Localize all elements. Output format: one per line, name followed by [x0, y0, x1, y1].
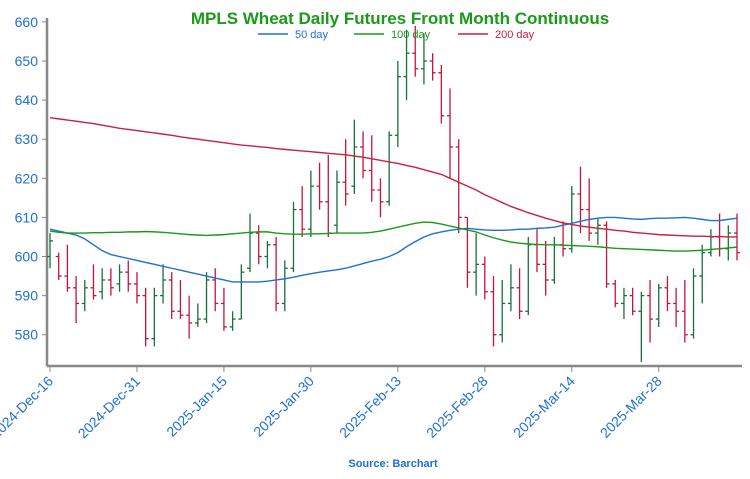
y-tick-label: 610 — [15, 209, 39, 225]
y-tick-label: 640 — [15, 92, 39, 108]
legend-label: 200 day — [495, 29, 535, 41]
moving-average-line — [49, 117, 737, 238]
x-tick-label: 2025-Mar-28 — [597, 373, 665, 441]
y-tick-label: 660 — [15, 14, 39, 30]
source: Source: Barchart — [348, 458, 438, 470]
y-tick-label: 600 — [15, 249, 39, 265]
y-tick-label: 620 — [15, 170, 39, 186]
legend-label: 50 day — [295, 29, 329, 41]
y-tick-label: 580 — [15, 327, 39, 343]
legend-label: 100 day — [391, 29, 431, 41]
x-tick-label: 2024-Dec-31 — [75, 373, 144, 442]
x-tick-label: 2025-Feb-28 — [423, 373, 491, 441]
x-tick-label: 2025-Jan-30 — [250, 373, 317, 440]
x-tick-label: 2025-Jan-15 — [163, 373, 230, 440]
x-tick-label: 2024-Dec-16 — [0, 373, 56, 442]
chart-title: MPLS Wheat Daily Futures Front Month Con… — [191, 9, 609, 28]
y-tick-label: 630 — [15, 131, 39, 147]
moving-average-line — [49, 216, 738, 283]
x-tick-label: 2025-Mar-14 — [510, 373, 578, 441]
y-tick-label: 590 — [15, 288, 39, 304]
x-tick-label: 2025-Feb-13 — [336, 373, 404, 441]
moving-average-line — [49, 221, 738, 252]
y-tick-label: 650 — [15, 53, 39, 69]
